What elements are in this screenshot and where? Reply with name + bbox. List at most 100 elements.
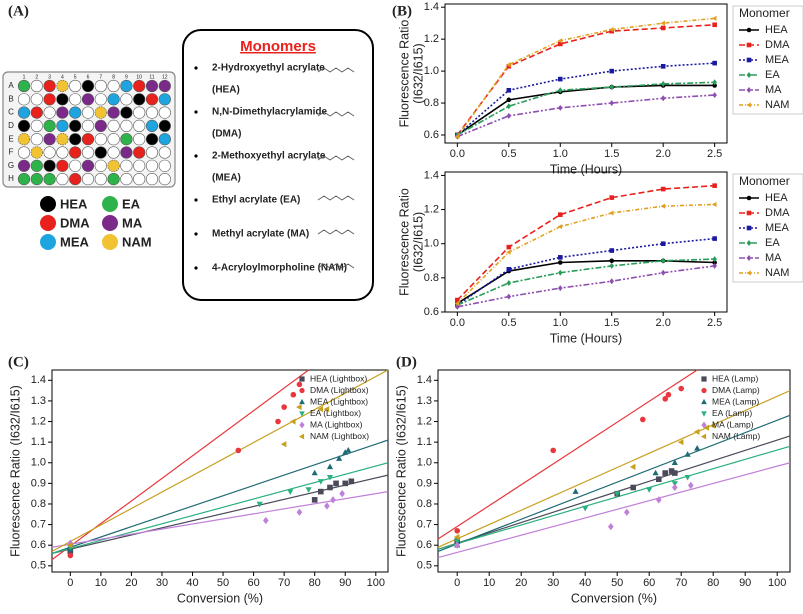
point — [557, 38, 563, 44]
y-tick-label: 0.8 — [31, 498, 46, 510]
point — [660, 257, 666, 264]
point — [453, 533, 460, 541]
fit-line — [51, 439, 389, 555]
y-tick-label: 0.5 — [31, 560, 46, 572]
monomer-name: (MEA) — [212, 173, 241, 184]
y-tick-label: 1.1 — [417, 436, 432, 448]
well — [81, 119, 95, 132]
well — [120, 93, 133, 106]
y-tick-label: 0.8 — [417, 498, 432, 510]
point — [557, 212, 563, 217]
well — [30, 146, 43, 159]
point — [290, 391, 297, 398]
legend-label: DMA — [60, 215, 90, 230]
well — [30, 93, 43, 106]
x-axis-label: Conversion (%) — [571, 591, 657, 605]
well — [145, 93, 159, 106]
y-tick-label: 0.8 — [424, 97, 439, 109]
x-tick-label: 90 — [739, 577, 751, 589]
legend-marker — [746, 87, 752, 93]
fit-line — [437, 414, 791, 552]
point — [342, 480, 349, 487]
point — [506, 103, 512, 110]
legend-label: EA — [765, 69, 780, 81]
y-tick-label: 1.4 — [31, 374, 46, 386]
point — [326, 463, 334, 470]
well — [120, 146, 133, 159]
well — [120, 79, 133, 93]
series-line — [457, 94, 715, 138]
well — [81, 159, 95, 172]
plate-row-label: H — [8, 174, 14, 183]
plate-row-label: D — [8, 121, 14, 130]
plate-row-label: C — [8, 108, 14, 117]
well — [145, 159, 159, 172]
well — [107, 79, 120, 93]
plot-frame — [51, 369, 389, 573]
plate-col-label: 6 — [87, 74, 90, 80]
legend-marker — [746, 240, 752, 246]
point — [324, 502, 330, 510]
well — [120, 133, 133, 146]
y-tick-label: 1.0 — [424, 238, 439, 250]
structure — [317, 229, 355, 235]
plate-col-label: 2 — [35, 74, 38, 80]
well — [81, 146, 95, 159]
point — [660, 25, 666, 31]
point — [662, 470, 668, 476]
well — [17, 119, 31, 132]
point — [289, 418, 296, 425]
legend-label: DMA — [765, 39, 790, 51]
well — [43, 146, 56, 159]
series-line — [456, 81, 715, 136]
point — [339, 490, 345, 498]
point — [557, 104, 563, 111]
x-tick-label: 60 — [247, 577, 259, 589]
y-tick-label: 0.9 — [31, 477, 46, 489]
well — [133, 93, 146, 106]
point — [712, 236, 717, 241]
point — [712, 83, 717, 88]
well — [107, 106, 120, 119]
point — [287, 489, 294, 495]
x-tick-label: 70 — [278, 577, 290, 589]
well — [30, 159, 43, 172]
legend-label: EA — [765, 237, 780, 249]
legend-marker — [299, 398, 305, 405]
point — [348, 478, 355, 485]
x-tick-label: 80 — [707, 577, 719, 589]
point — [572, 488, 579, 494]
point — [608, 210, 614, 216]
point — [455, 297, 460, 303]
point — [275, 418, 281, 425]
bullet — [194, 154, 198, 158]
well — [43, 133, 56, 146]
legend-label: HEA (Lightbox) — [310, 373, 367, 383]
well — [145, 119, 159, 132]
well — [145, 79, 159, 93]
point — [684, 474, 691, 481]
well — [94, 119, 107, 132]
fit-line — [437, 445, 791, 550]
y-tick-label: 1.4 — [424, 1, 439, 13]
well — [94, 173, 107, 186]
bullet — [194, 198, 198, 202]
x-tick-label: 2.0 — [656, 148, 671, 160]
plate-col-label: 9 — [125, 74, 128, 80]
panel-label: (A) — [8, 3, 29, 19]
point — [660, 186, 666, 192]
point — [712, 183, 717, 188]
y-axis-label: (I632/I615) — [411, 43, 425, 103]
plate-col-label: 4 — [61, 74, 64, 80]
legend-label: DMA (Lamp) — [712, 385, 760, 395]
point — [327, 484, 333, 491]
legend-label: NAM — [122, 234, 152, 249]
point — [263, 516, 269, 525]
well — [158, 173, 171, 186]
well — [69, 159, 82, 172]
point — [557, 285, 563, 292]
legend-label: NAM — [765, 267, 789, 279]
legend-label: EA (Lamp) — [712, 408, 752, 418]
series-line — [456, 203, 715, 305]
point — [550, 447, 556, 454]
